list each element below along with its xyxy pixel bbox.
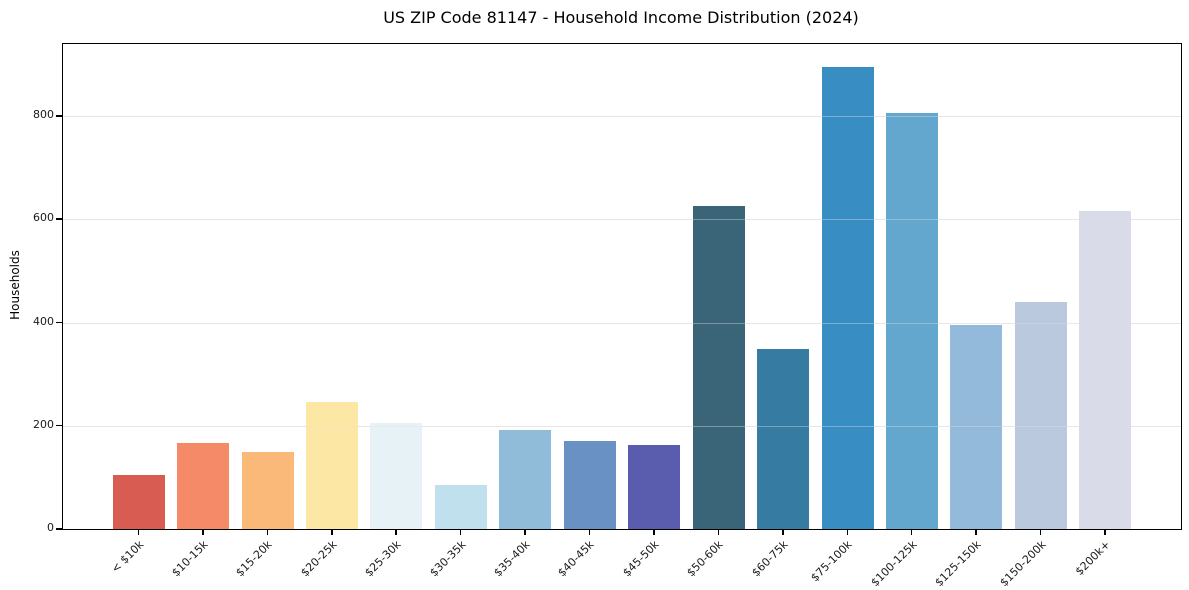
y-tick-label: 800	[33, 108, 54, 122]
x-tick-mark	[459, 529, 462, 535]
x-tick-mark	[975, 529, 977, 535]
x-tick-mark	[395, 529, 397, 535]
x-tick-label: $50-60k	[684, 538, 726, 580]
x-tick-mark	[653, 529, 655, 535]
x-tick-mark	[717, 529, 720, 535]
x-tick-label: $200k+	[1072, 538, 1113, 579]
x-tick-mark	[1104, 529, 1106, 535]
x-tick-label: $150-200k	[996, 538, 1049, 590]
x-tick-label: $35-40k	[491, 538, 533, 580]
x-tick-label: $40-45k	[555, 538, 597, 580]
bar-$15-20k	[241, 452, 294, 529]
bar-$10-15k	[177, 443, 230, 529]
plot-area	[62, 43, 1182, 530]
bar-$50-60k	[692, 206, 745, 529]
x-tick-mark	[202, 529, 204, 535]
y-tick-label: 400	[33, 314, 54, 328]
x-tick-label: $20-25k	[297, 538, 340, 580]
y-tick-mark	[56, 115, 62, 117]
bar-$60-75k	[757, 349, 810, 529]
x-tick-mark	[266, 529, 269, 535]
x-tick-label: $10-15k	[169, 538, 211, 580]
bar-$75-100k	[821, 67, 874, 529]
x-tick-label: $75-100k	[808, 538, 855, 585]
x-tick-label: < $10k	[108, 538, 146, 576]
x-tick-label: $100-125k	[868, 538, 920, 590]
gridline	[63, 116, 1181, 118]
x-tick-mark	[1039, 529, 1042, 535]
y-tick-mark	[56, 321, 62, 324]
x-tick-label: $25-30k	[362, 538, 404, 580]
y-tick-mark	[56, 528, 62, 530]
bar-$35-40k	[499, 430, 552, 529]
x-tick-mark	[846, 529, 849, 535]
x-tick-mark	[588, 529, 591, 535]
bar-$25-30k	[370, 423, 423, 529]
gridline	[63, 322, 1181, 324]
x-tick-label: $45-50k	[620, 538, 662, 580]
bar-< $10k	[112, 475, 165, 529]
bar-$20-25k	[306, 402, 359, 529]
gridline-overlay	[63, 219, 1181, 221]
gridline-overlay	[63, 116, 1181, 118]
x-tick-label: $15-20k	[233, 538, 275, 580]
y-tick-mark	[56, 424, 62, 427]
y-tick-mark	[56, 218, 62, 220]
x-tick-label: $30-35k	[426, 538, 469, 580]
x-tick-mark	[524, 529, 526, 535]
y-tick-label: 600	[33, 211, 54, 225]
x-tick-mark	[137, 529, 140, 535]
bar-$200k+	[1079, 211, 1132, 529]
bar-$125-150k	[950, 324, 1003, 529]
x-tick-mark	[910, 529, 913, 535]
bar-$40-45k	[563, 440, 616, 529]
bar-$45-50k	[628, 445, 681, 529]
gridline-overlay	[63, 322, 1181, 324]
bar-$150-200k	[1014, 302, 1067, 529]
chart-title: US ZIP Code 81147 - Household Income Dis…	[383, 8, 859, 27]
bar-$100-125k	[885, 113, 938, 529]
y-tick-label: 200	[33, 417, 54, 431]
x-tick-label: $60-75k	[749, 538, 791, 580]
gridline	[63, 219, 1181, 221]
x-tick-mark	[331, 529, 333, 535]
x-tick-mark	[782, 529, 784, 535]
bar-$30-35k	[434, 484, 487, 529]
y-axis-title: Households	[8, 250, 22, 320]
gridline	[63, 425, 1181, 427]
x-tick-label: $125-150k	[932, 538, 984, 590]
gridline-overlay	[63, 425, 1181, 427]
y-tick-label: 0	[47, 521, 54, 534]
